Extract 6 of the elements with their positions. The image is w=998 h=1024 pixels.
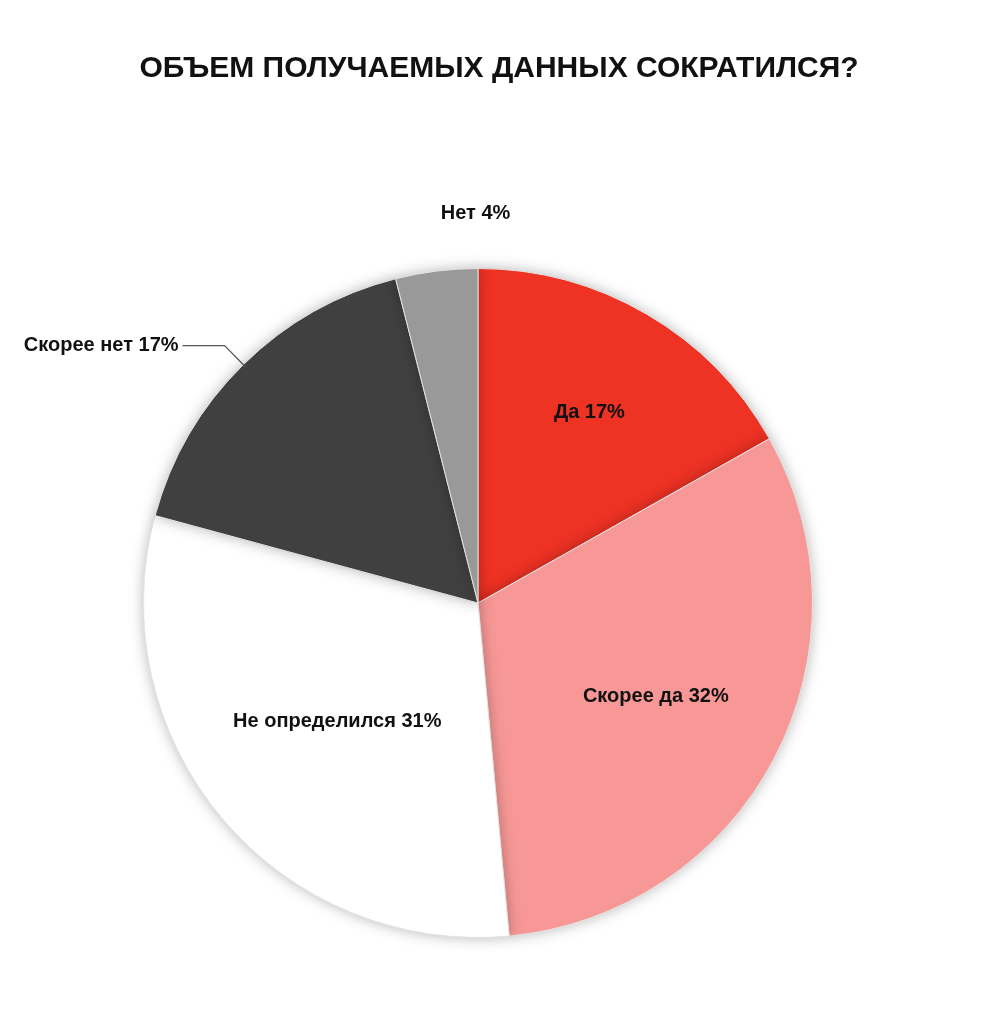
chart-title: ОБЪЕМ ПОЛУЧАЕМЫХ ДАННЫХ СОКРАТИЛСЯ? xyxy=(138,49,860,85)
slice-label: Не определился 31% xyxy=(233,709,442,732)
slice-label: Да 17% xyxy=(553,399,626,422)
slice-label: Скорее нет 17% xyxy=(23,333,179,356)
slice-label: Скорее да 32% xyxy=(582,683,729,706)
slice-label: Нет 4% xyxy=(440,201,511,224)
